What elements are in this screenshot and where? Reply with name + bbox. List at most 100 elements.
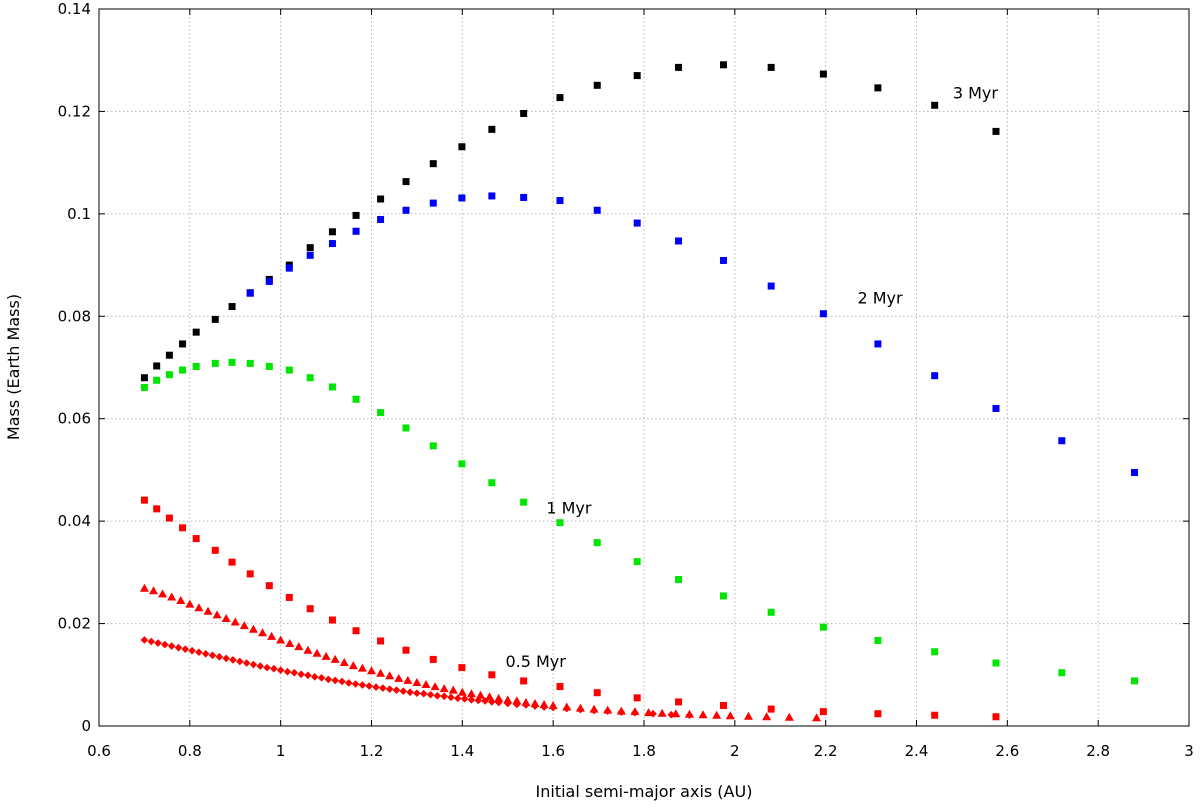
triangle-point <box>230 617 240 626</box>
axis-ticks <box>98 8 1190 727</box>
triangle-point <box>321 651 331 660</box>
square-point <box>874 636 882 644</box>
diamond-point <box>513 700 521 709</box>
square-point <box>556 197 564 205</box>
square-point <box>992 659 1000 667</box>
diamond-point <box>481 697 489 705</box>
triangle-point <box>185 599 195 608</box>
series-annotations: 3 Myr 2 Myr 1 Myr 0.5 Myr <box>505 84 998 671</box>
square-point <box>306 374 314 382</box>
x-tick-label: 1.6 <box>541 742 565 760</box>
square-point <box>285 593 293 601</box>
square-point <box>520 498 528 506</box>
square-point <box>306 251 314 259</box>
triangle-point <box>367 666 376 675</box>
square-point <box>179 340 187 348</box>
square-point <box>675 576 683 584</box>
diamond-point <box>460 695 469 703</box>
triangle-point <box>421 680 431 689</box>
diamond-point <box>263 663 271 672</box>
triangle-point <box>457 687 467 696</box>
square-point <box>633 219 641 227</box>
triangle-point <box>762 712 772 721</box>
square-point <box>767 608 775 616</box>
square-point <box>719 256 727 264</box>
square-point <box>265 362 273 370</box>
x-tick-labels: 0.6 0.8 1 1.2 1.4 1.6 1.8 2 2.2 2.4 2.6 2.8 3 <box>87 742 1194 760</box>
triangle-point <box>430 682 440 691</box>
square-point <box>165 371 173 379</box>
triangle-point <box>394 673 404 682</box>
square-point <box>556 94 564 102</box>
square-point <box>874 710 882 718</box>
diamond-point <box>685 711 694 720</box>
diamond-point <box>256 662 265 670</box>
diamond-point <box>488 698 496 706</box>
triangle-point <box>167 592 177 601</box>
square-point <box>633 558 641 566</box>
square-point <box>306 244 314 252</box>
triangle-point <box>221 613 231 622</box>
x-axis-title: Initial semi-major axis (AU) <box>536 782 753 801</box>
diamond-point <box>276 666 285 674</box>
square-point <box>488 125 496 133</box>
square-point <box>265 277 273 285</box>
diamond-point <box>392 686 401 694</box>
triangle-point <box>385 671 395 680</box>
diamond-point <box>467 696 476 704</box>
square-point <box>153 505 161 513</box>
square-point <box>675 698 683 706</box>
square-point <box>675 63 683 71</box>
square-point <box>246 570 254 578</box>
square-point <box>352 211 360 219</box>
square-point <box>402 206 410 214</box>
square-point <box>520 677 528 685</box>
diamond-point <box>494 698 503 707</box>
triangle-point <box>176 596 186 605</box>
square-point <box>179 524 187 532</box>
square-point <box>458 194 466 202</box>
square-point <box>192 328 200 336</box>
triangle-point <box>412 677 422 686</box>
triangle-point <box>725 711 735 720</box>
square-point <box>719 592 727 600</box>
square-point <box>402 646 410 654</box>
diamond-point <box>631 708 639 717</box>
square-point <box>377 215 385 223</box>
y-tick-label: 0.12 <box>58 102 91 120</box>
triangle-point <box>312 648 322 657</box>
square-point <box>593 689 601 697</box>
diamond-point <box>201 649 210 658</box>
square-point <box>179 366 187 374</box>
square-point <box>328 616 336 624</box>
square-point <box>556 519 564 527</box>
x-tick-label: 2.6 <box>995 742 1019 760</box>
square-point <box>377 195 385 203</box>
square-point <box>211 359 219 367</box>
square-point <box>488 671 496 679</box>
diamond-point <box>372 683 380 691</box>
square-point <box>593 539 601 547</box>
diamond-point <box>310 673 319 681</box>
square-point <box>306 605 314 613</box>
square-point <box>992 713 1000 721</box>
triangle-point <box>212 610 222 619</box>
y-tick-label: 0.1 <box>67 205 91 223</box>
diamond-point <box>379 684 387 692</box>
y-tick-label: 0.14 <box>58 0 91 18</box>
triangle-point <box>194 603 204 612</box>
triangle-point <box>276 635 286 644</box>
square-point <box>819 310 827 318</box>
square-point <box>228 303 236 311</box>
square-point <box>429 442 437 450</box>
diamond-point <box>474 696 483 705</box>
diamond-point <box>161 640 169 649</box>
square-point <box>246 289 254 297</box>
square-point <box>633 694 641 702</box>
square-point <box>377 409 385 417</box>
square-point <box>211 546 219 554</box>
diamond-point <box>215 653 224 661</box>
diamond-point <box>324 675 333 684</box>
triangle-point <box>357 663 367 672</box>
diamond-point <box>188 646 196 655</box>
